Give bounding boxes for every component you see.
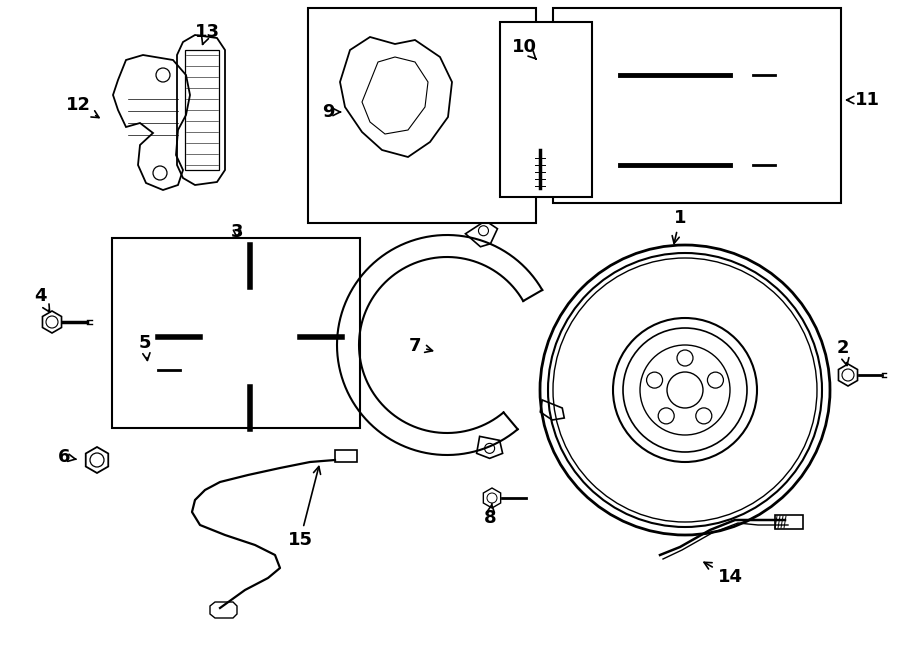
- Text: 6: 6: [58, 448, 76, 466]
- Text: 13: 13: [194, 23, 220, 44]
- Bar: [500, 22, 592, 197]
- Text: 3: 3: [230, 223, 243, 241]
- Text: 9: 9: [322, 103, 340, 121]
- Text: 15: 15: [287, 467, 320, 549]
- Text: 8: 8: [483, 504, 496, 527]
- Bar: [308, 8, 536, 223]
- Bar: [553, 8, 841, 203]
- Text: 5: 5: [139, 334, 151, 360]
- Bar: [775, 515, 803, 529]
- Bar: [185, 50, 219, 170]
- Text: 14: 14: [704, 563, 742, 586]
- Text: 7: 7: [409, 337, 433, 355]
- Text: 11: 11: [847, 91, 879, 109]
- Text: 1: 1: [672, 209, 686, 243]
- Text: 10: 10: [511, 38, 536, 59]
- Text: 2: 2: [837, 339, 850, 366]
- Bar: [112, 238, 360, 428]
- Text: 12: 12: [66, 96, 99, 118]
- Bar: [335, 450, 357, 462]
- Text: 4: 4: [34, 287, 50, 312]
- Bar: [525, 58, 555, 82]
